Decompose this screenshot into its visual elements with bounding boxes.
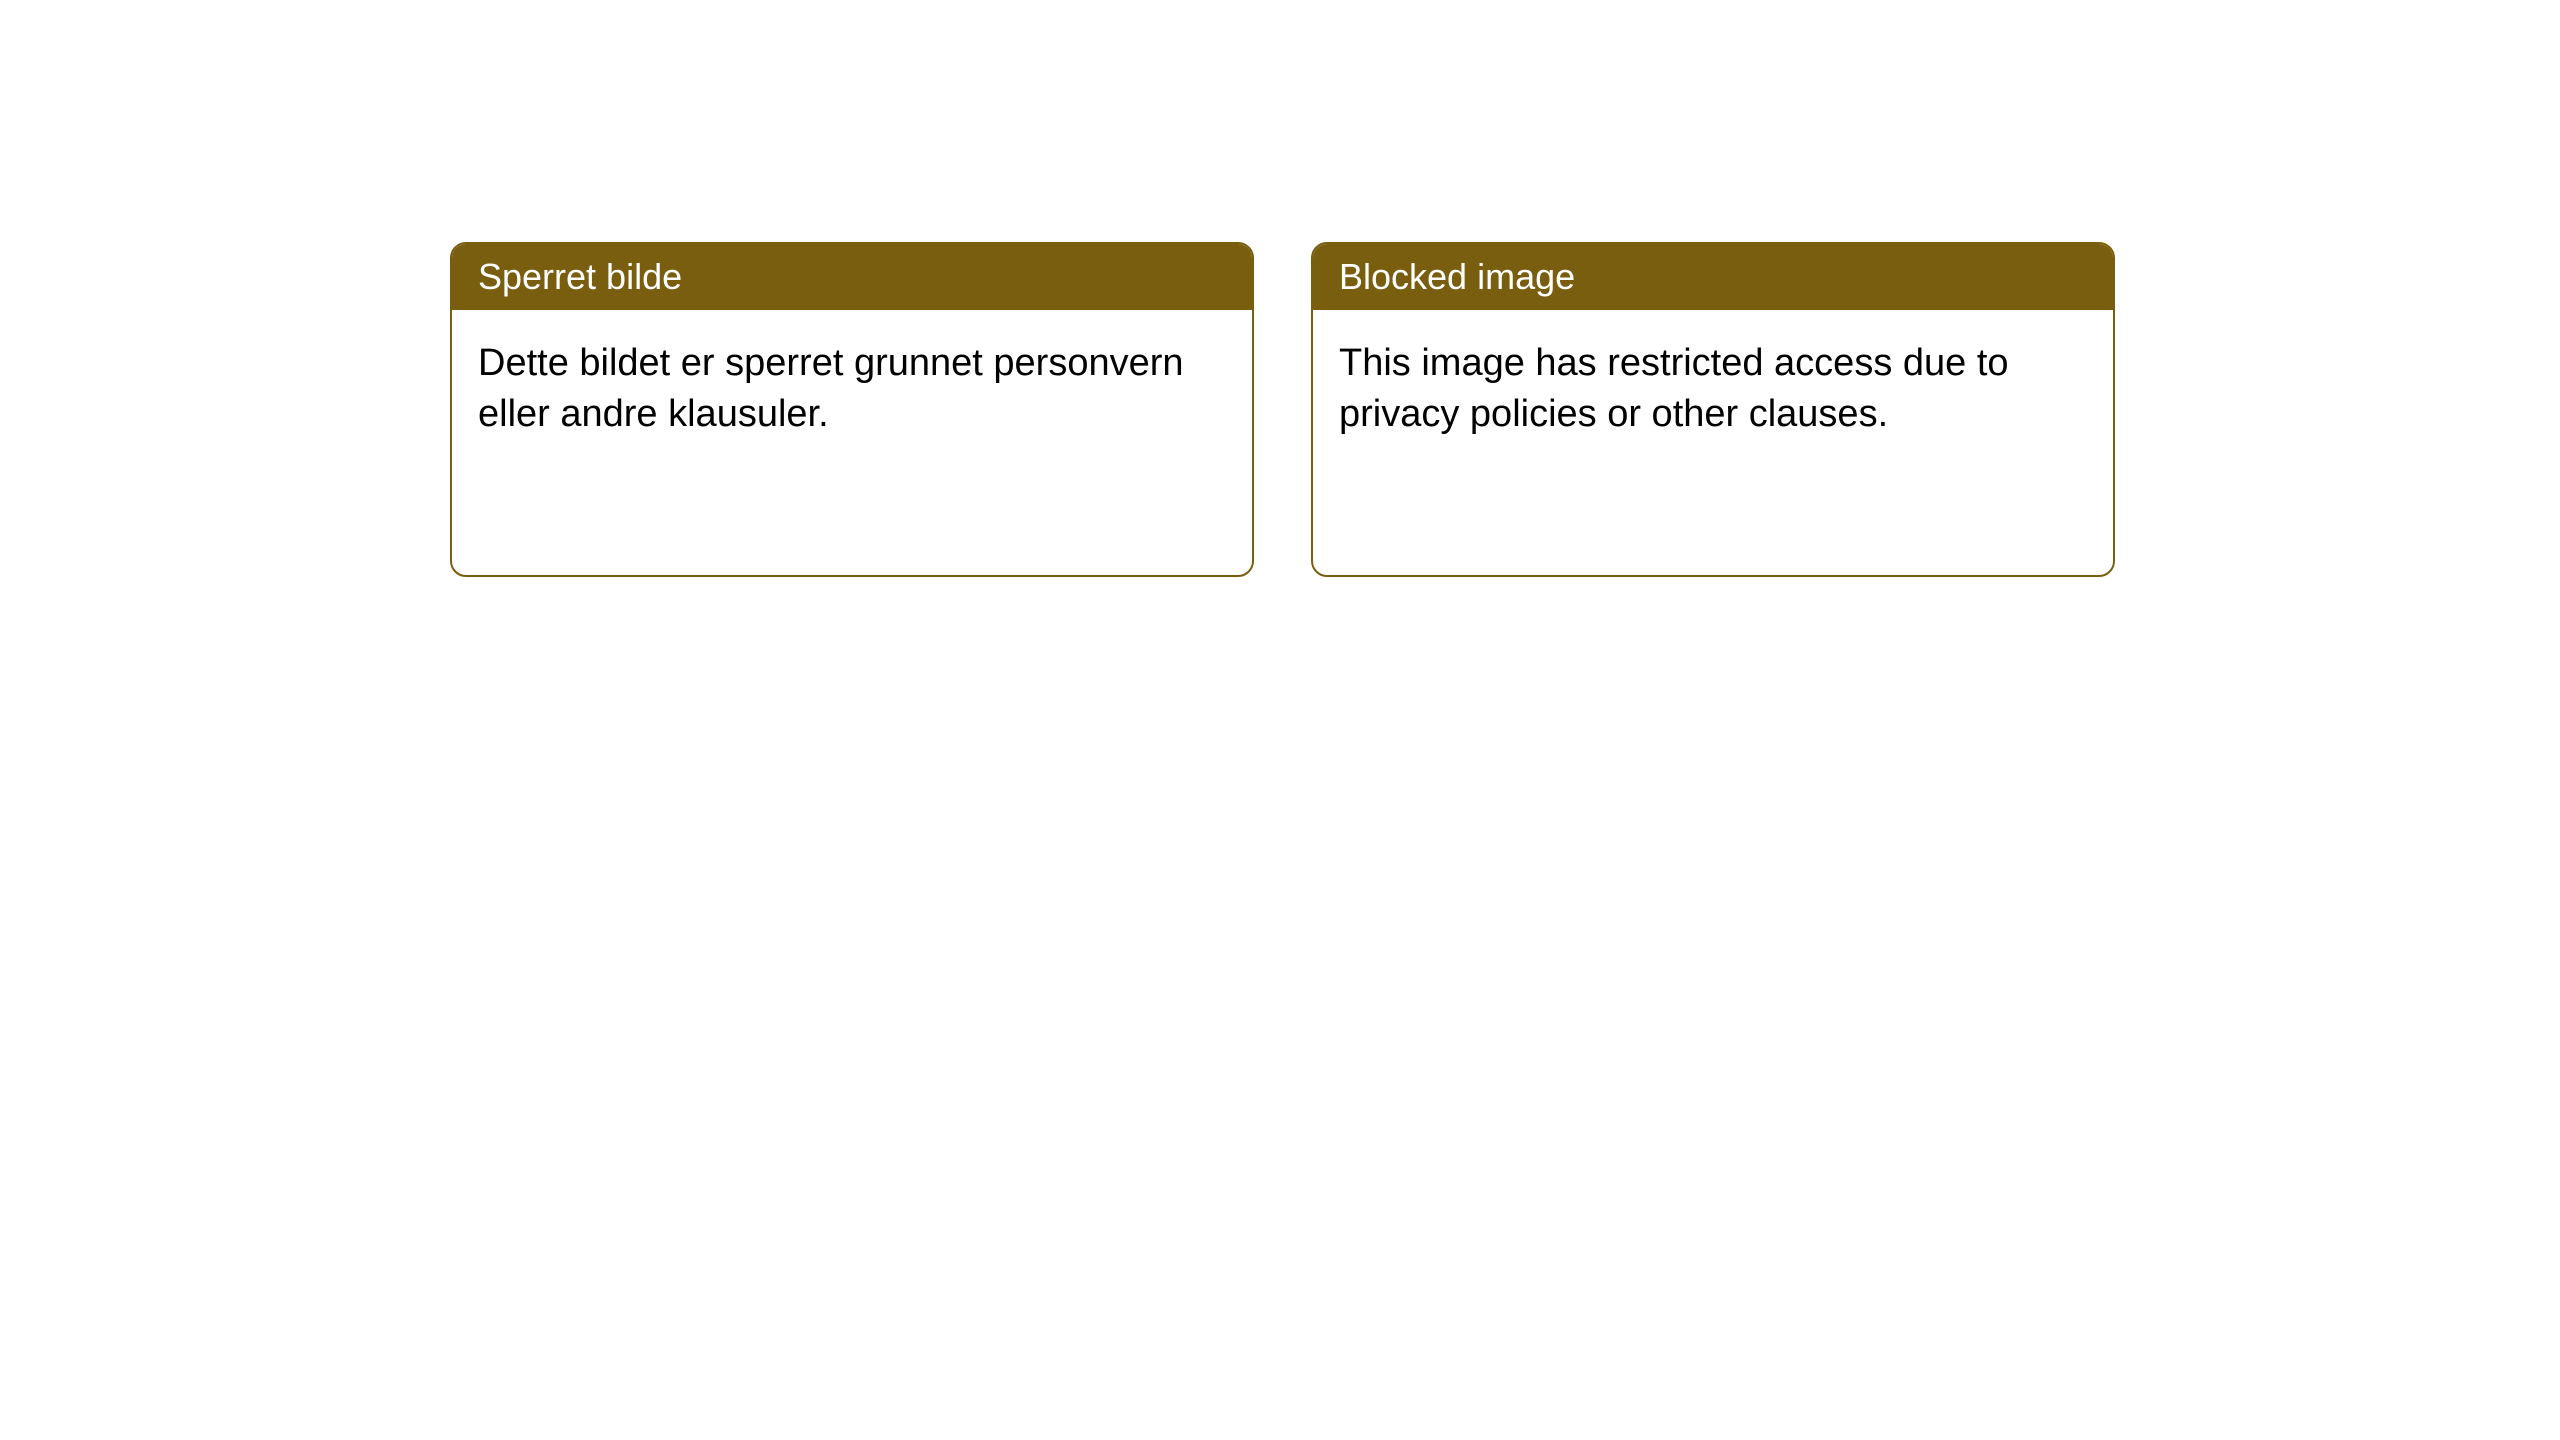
notice-card-english: Blocked image This image has restricted … [1311, 242, 2115, 577]
notice-text-norwegian: Dette bildet er sperret grunnet personve… [478, 342, 1184, 435]
notice-body-english: This image has restricted access due to … [1313, 310, 2113, 469]
notice-title-norwegian: Sperret bilde [478, 256, 682, 297]
notice-title-english: Blocked image [1339, 256, 1575, 297]
notice-header-norwegian: Sperret bilde [452, 244, 1252, 310]
notice-body-norwegian: Dette bildet er sperret grunnet personve… [452, 310, 1252, 469]
notice-header-english: Blocked image [1313, 244, 2113, 310]
notice-text-english: This image has restricted access due to … [1339, 342, 2009, 435]
notice-card-norwegian: Sperret bilde Dette bildet er sperret gr… [450, 242, 1254, 577]
notice-container: Sperret bilde Dette bildet er sperret gr… [0, 0, 2560, 577]
